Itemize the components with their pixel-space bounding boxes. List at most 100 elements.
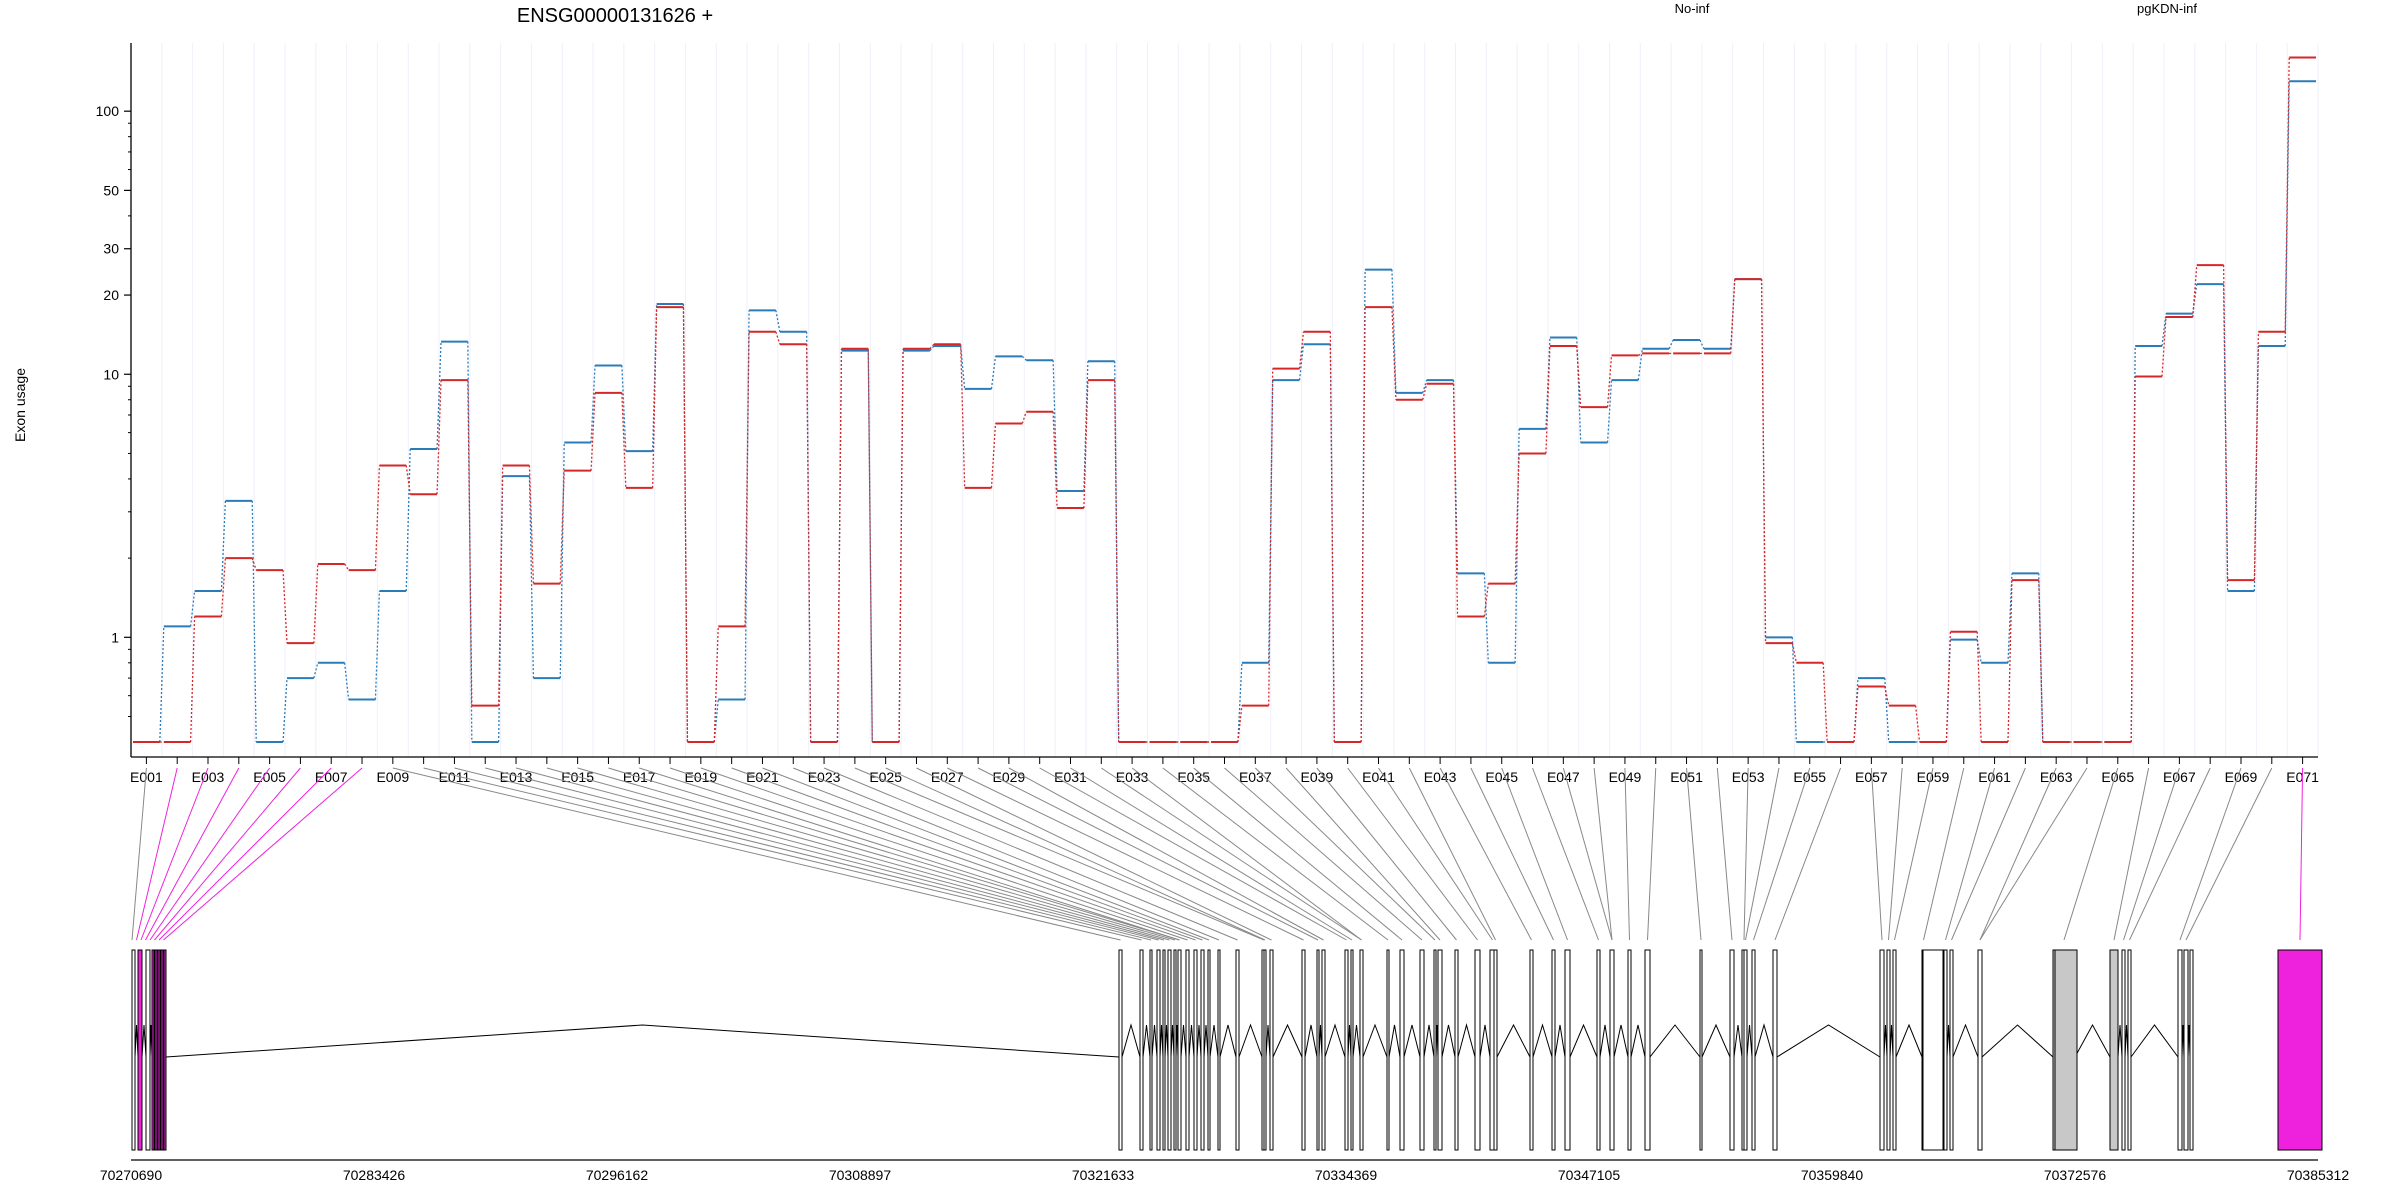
intron (1479, 1024, 1491, 1058)
step-connector (559, 470, 565, 584)
connector-line (1378, 767, 1493, 941)
connector-line (2063, 767, 2119, 941)
step-connector (251, 500, 257, 743)
intron (1352, 1024, 1361, 1058)
x-tick-label: E043 (1424, 769, 1457, 785)
exon-box (163, 949, 167, 1151)
exon-box (1751, 949, 1756, 1151)
step-connector (1483, 583, 1489, 617)
step-connector (1730, 279, 1736, 354)
intron (2117, 1024, 2123, 1058)
intron (1613, 1024, 1629, 1058)
connector-line (1743, 767, 1749, 941)
connector-line (1039, 767, 1347, 941)
coord-label: 70359840 (1801, 1167, 1864, 1183)
step-connector (2007, 573, 2013, 663)
connector-line (1753, 767, 1811, 941)
exon-box (1437, 949, 1443, 1151)
step-connector (189, 616, 196, 743)
exon-box (1316, 949, 1320, 1151)
step-connector (744, 331, 750, 627)
exon-box (1386, 949, 1390, 1151)
step-connector (590, 365, 596, 443)
x-tick-label: E021 (746, 769, 779, 785)
legend-no-inf: No-inf (1675, 1, 1710, 16)
exon-box (1743, 949, 1748, 1151)
connector-line (1408, 767, 1496, 941)
exon-box (1949, 949, 1954, 1151)
step-connector (1391, 269, 1397, 393)
connector-line (1162, 767, 1389, 941)
step-connector (929, 343, 935, 350)
connector-line (1894, 767, 1934, 941)
step-connector (929, 345, 935, 352)
y-axis: 1 10 20 30 50 100 (96, 43, 132, 757)
intron (1569, 1023, 1598, 1058)
step-connector (2222, 265, 2229, 581)
coord-label: 70334369 (1315, 1167, 1378, 1183)
step-connector (1853, 686, 1859, 743)
step-connector (590, 392, 596, 471)
x-tick-label: E065 (2101, 769, 2134, 785)
intron (1630, 1024, 1646, 1058)
exon-box (1200, 949, 1205, 1151)
connector-line (515, 767, 1165, 941)
intron (1388, 1024, 1401, 1058)
x-tick-label: E035 (1177, 769, 1210, 785)
exon-box (1493, 949, 1498, 1151)
exon-box (1269, 949, 1274, 1151)
intron (1304, 1024, 1318, 1058)
intron (1746, 1024, 1753, 1058)
connector-line (163, 767, 363, 941)
coord-label: 70296162 (586, 1167, 649, 1183)
connector-line (2129, 767, 2211, 941)
step-connector (405, 465, 411, 495)
x-tick-label: E023 (808, 769, 841, 785)
step-connector (1606, 355, 1613, 408)
step-connector (1021, 355, 1027, 361)
connector-line (454, 767, 1152, 941)
step-connector (1668, 339, 1674, 350)
exon-box (2177, 949, 2183, 1151)
connector-line (793, 767, 1220, 941)
intron (1180, 1024, 1187, 1058)
exon-box (2277, 949, 2323, 1151)
step-connector (1791, 637, 1798, 743)
connector-line (608, 767, 1180, 941)
connector-line (947, 767, 1304, 941)
intron (1188, 1024, 1195, 1058)
step-connector (1760, 279, 1767, 644)
exon-box (1263, 949, 1267, 1151)
x-tick-label: E007 (315, 769, 348, 785)
connector-line (1439, 767, 1532, 941)
exon-box (1699, 949, 1703, 1151)
intron (1532, 1023, 1553, 1058)
connector-line (1686, 767, 1702, 941)
x-tick-label: E051 (1670, 769, 1703, 785)
y-tick-label: 50 (103, 182, 119, 198)
step-connector (1606, 380, 1613, 443)
step-connector (1699, 339, 1705, 350)
exon-box (1474, 949, 1481, 1151)
step-connector (1268, 368, 1274, 706)
step-connector (1329, 331, 1335, 743)
step-connector (651, 303, 658, 452)
connector-line (1745, 767, 1780, 941)
step-connector (960, 345, 966, 389)
intron (1142, 1024, 1151, 1058)
connector-line (1624, 767, 1630, 941)
step-connector (436, 341, 442, 449)
step-connector (1114, 361, 1120, 743)
intron (2130, 1024, 2179, 1058)
exon-box (1879, 949, 1885, 1151)
coord-label: 70385312 (2287, 1167, 2350, 1183)
intron (141, 1024, 147, 1058)
intron (1203, 1024, 1209, 1058)
exon-box (1350, 949, 1354, 1151)
exon-box (2109, 949, 2119, 1151)
connector-line (149, 767, 271, 941)
x-tick-label: E041 (1362, 769, 1395, 785)
connector-line (1951, 767, 2026, 941)
